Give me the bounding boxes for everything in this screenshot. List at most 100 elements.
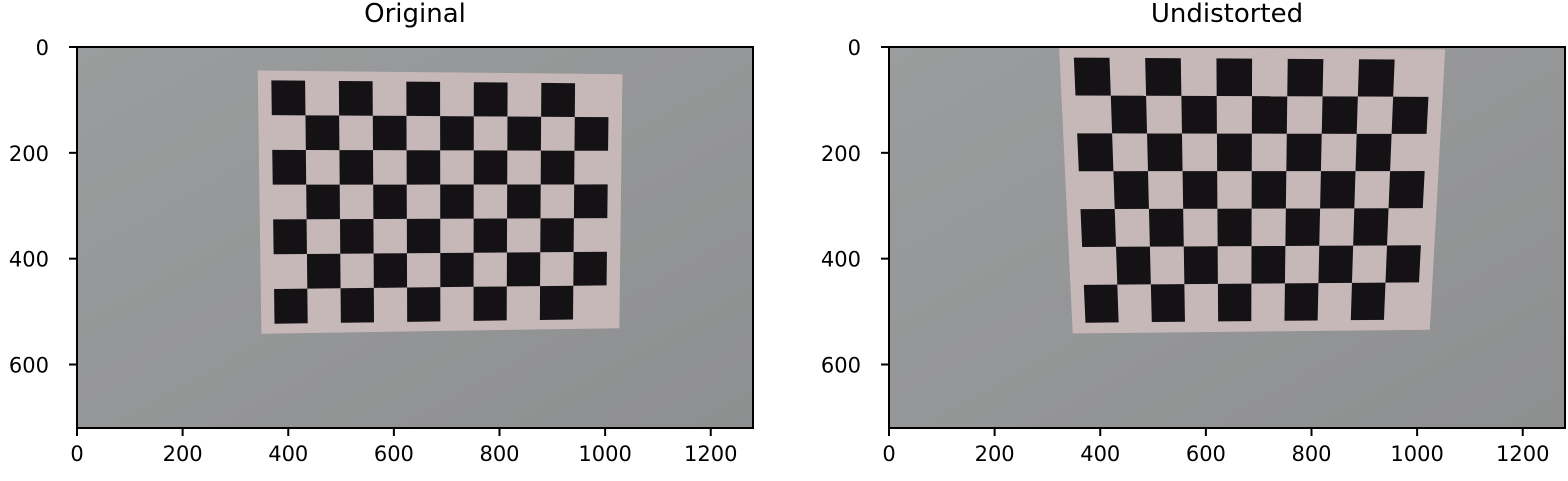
checkerboard xyxy=(271,80,609,324)
panel-original: Original 0 200 400 600 800 1000 1200 0 200 400 60… xyxy=(9,0,754,466)
x-tick-label: 0 xyxy=(70,442,83,466)
checker-square xyxy=(1286,133,1322,172)
x-tick-label: 1000 xyxy=(578,442,631,466)
checker-square xyxy=(406,218,441,254)
camera-image xyxy=(77,47,753,428)
x-tick-label: 1200 xyxy=(1496,442,1549,466)
y-tick-label: 600 xyxy=(821,354,861,378)
x-tick-label: 600 xyxy=(374,442,414,466)
checker-square xyxy=(1113,171,1149,209)
x-tick-label: 400 xyxy=(268,442,308,466)
checker-square xyxy=(373,253,408,288)
checker-square xyxy=(473,150,508,185)
checker-square xyxy=(1320,171,1356,209)
checker-square xyxy=(1216,133,1252,172)
x-tick-label: 400 xyxy=(1080,442,1120,466)
checker-square xyxy=(1150,284,1185,323)
checker-square xyxy=(1148,208,1184,247)
checker-square xyxy=(1355,133,1392,172)
x-tick-label: 200 xyxy=(975,442,1015,466)
checker-square xyxy=(1357,59,1395,97)
y-tick-label: 400 xyxy=(9,248,49,272)
checker-square xyxy=(1183,246,1218,285)
checker-square xyxy=(573,251,607,286)
checker-square xyxy=(1147,133,1183,172)
y-axis: 0 200 400 600 xyxy=(9,36,77,378)
checker-square xyxy=(274,288,308,324)
checker-square xyxy=(339,150,374,185)
checker-square xyxy=(1321,96,1358,134)
checker-square xyxy=(273,219,307,255)
checker-square xyxy=(573,184,608,219)
checker-square xyxy=(539,285,574,320)
panel-title: Undistorted xyxy=(1151,0,1303,29)
checker-square xyxy=(271,80,306,116)
checker-square xyxy=(406,150,441,185)
checker-square xyxy=(1318,245,1354,284)
axes-frame xyxy=(888,46,1566,429)
y-tick-label: 0 xyxy=(848,36,861,60)
checker-square xyxy=(1110,95,1148,134)
x-tick-label: 1200 xyxy=(684,442,737,466)
checker-square xyxy=(1251,96,1288,134)
checker-square xyxy=(338,80,373,116)
x-axis: 0 200 400 600 800 1000 1200 xyxy=(882,428,1549,466)
y-tick-label: 400 xyxy=(821,248,861,272)
checker-square xyxy=(440,252,474,288)
checker-square xyxy=(1350,282,1386,321)
x-axis: 0 200 400 600 800 1000 1200 xyxy=(70,428,737,466)
checker-square xyxy=(372,115,407,151)
x-tick-label: 200 xyxy=(163,442,203,466)
checker-square xyxy=(540,150,575,185)
checker-square xyxy=(1145,58,1182,96)
checker-square xyxy=(473,286,507,321)
checker-square xyxy=(1083,284,1119,323)
checker-square xyxy=(1182,171,1218,209)
checker-square xyxy=(541,82,576,117)
y-tick-label: 0 xyxy=(36,36,49,60)
checker-square xyxy=(1391,96,1429,134)
checker-square xyxy=(1217,283,1252,322)
x-tick-label: 800 xyxy=(1291,442,1331,466)
checkerboard xyxy=(1073,57,1429,323)
y-tick-label: 600 xyxy=(9,354,49,378)
checker-square xyxy=(1285,208,1321,246)
checker-square xyxy=(473,82,508,117)
y-axis: 0 200 400 600 xyxy=(821,36,889,378)
x-tick-label: 600 xyxy=(1186,442,1226,466)
checker-square xyxy=(507,116,542,151)
checker-square xyxy=(1077,133,1114,172)
axes-frame xyxy=(76,46,754,429)
checker-square xyxy=(1284,283,1319,321)
checker-square xyxy=(305,115,340,151)
checker-square xyxy=(1251,171,1287,209)
x-tick-label: 800 xyxy=(479,442,519,466)
checker-square xyxy=(574,116,609,151)
checker-square xyxy=(1287,58,1324,97)
checker-square xyxy=(1385,245,1421,283)
checker-square xyxy=(272,149,307,185)
x-tick-label: 0 xyxy=(882,442,895,466)
checker-square xyxy=(306,253,341,289)
checker-square xyxy=(1116,246,1151,285)
checker-square xyxy=(473,218,508,253)
checker-square xyxy=(540,218,574,253)
panel-undistorted: Undistorted 0 200 400 600 800 1000 1200 0 200 40… xyxy=(821,0,1566,466)
checker-square xyxy=(1181,95,1217,134)
checker-square xyxy=(373,184,407,220)
checker-square xyxy=(1217,208,1252,247)
checker-square xyxy=(1073,57,1111,96)
checker-square xyxy=(1388,171,1425,209)
checker-square xyxy=(406,81,441,117)
checker-square xyxy=(440,184,474,219)
panel-title: Original xyxy=(364,0,466,29)
y-tick-label: 200 xyxy=(9,142,49,166)
checker-square xyxy=(339,219,374,254)
checker-square xyxy=(306,184,340,220)
checker-square xyxy=(1251,245,1286,284)
checker-square xyxy=(340,287,375,323)
checker-square xyxy=(1216,58,1253,97)
camera-image xyxy=(889,46,1565,428)
checker-square xyxy=(407,287,441,322)
